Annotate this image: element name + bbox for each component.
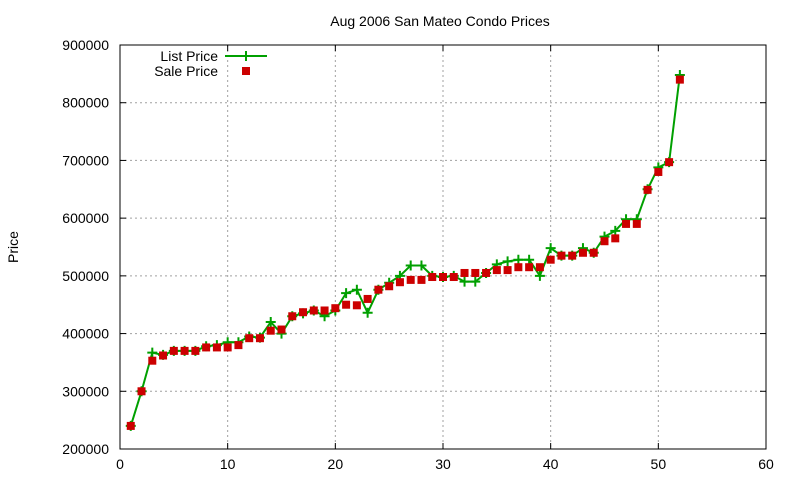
list-price-point (545, 243, 556, 254)
sale-price-point (503, 266, 512, 275)
x-tick-label: 10 (220, 456, 236, 472)
list-price-point (470, 276, 481, 287)
series-sale-price (126, 75, 684, 430)
y-tick-label: 400000 (62, 326, 109, 342)
list-price-point (351, 284, 362, 295)
list-price-point (341, 288, 352, 299)
sale-price-point (589, 248, 598, 257)
sale-price-point (288, 312, 297, 321)
sale-price-point (675, 75, 684, 84)
sale-price-point (439, 273, 447, 282)
sale-price-point (363, 294, 372, 303)
list-price-point (610, 225, 621, 236)
y-tick-label: 500000 (62, 268, 109, 284)
x-tick-label: 50 (651, 456, 667, 472)
legend: List Price Sale Price (154, 48, 267, 79)
sale-price-point (492, 266, 501, 275)
legend-marker-list-price (241, 51, 251, 61)
sale-price-point (578, 248, 587, 257)
sale-price-point (352, 301, 361, 310)
sale-price-point (654, 167, 663, 176)
list-price-point (405, 260, 416, 271)
sale-price-point (395, 278, 404, 287)
sale-price-point (525, 263, 534, 272)
sale-price-point (535, 263, 544, 272)
list-price-point (502, 256, 513, 267)
legend-marker-sale-price (242, 67, 250, 75)
x-tick-labels: 0 10 20 30 40 50 60 (116, 456, 774, 472)
sale-price-point (223, 343, 232, 352)
sale-price-point (622, 219, 631, 228)
sale-price-point (568, 251, 577, 260)
legend-label-list-price: List Price (160, 48, 218, 64)
sale-price-point (191, 346, 200, 355)
sale-price-point (460, 268, 469, 277)
sale-price-point (643, 185, 652, 194)
list-price-point (459, 276, 470, 287)
sale-price-point (245, 334, 254, 343)
sale-price-point (406, 275, 415, 284)
sale-price-point (277, 325, 286, 334)
sale-price-point (299, 308, 308, 317)
sale-price-point (482, 268, 491, 277)
y-tick-label: 900000 (62, 37, 109, 53)
y-tick-label: 600000 (62, 210, 109, 226)
sale-price-point (514, 263, 523, 272)
list-price-line (129, 74, 681, 427)
sale-price-point (137, 387, 146, 396)
sale-price-point (234, 341, 243, 350)
sale-price-point (374, 285, 383, 294)
list-price-point (416, 260, 427, 271)
sale-price-point (546, 255, 555, 264)
y-axis-label: Price (5, 231, 21, 263)
grid-lines (120, 45, 766, 449)
x-tick-label: 20 (328, 456, 344, 472)
sale-price-point (557, 251, 566, 260)
y-tick-labels: 200000 300000 400000 500000 600000 700000 8000… (62, 37, 109, 457)
sale-price-point (159, 351, 168, 360)
sale-price-point (309, 306, 318, 315)
y-tick-label: 300000 (62, 383, 109, 399)
y-tick-label: 200000 (62, 441, 109, 457)
sale-price-point (266, 326, 275, 335)
sale-price-point (600, 237, 609, 246)
sale-price-point (471, 268, 480, 277)
y-tick-label: 700000 (62, 152, 109, 168)
list-price-point (524, 254, 535, 265)
sale-price-point (202, 343, 211, 352)
sale-price-point (148, 356, 157, 365)
list-price-point (534, 270, 545, 281)
sale-price-point (665, 158, 674, 167)
sale-price-point (320, 306, 329, 315)
sale-price-point (126, 421, 135, 430)
list-price-point (265, 317, 276, 328)
sale-price-point (342, 300, 351, 309)
sale-price-point (385, 282, 394, 291)
sale-price-point (449, 273, 458, 282)
sale-price-point (611, 234, 620, 243)
x-tick-label: 30 (435, 456, 451, 472)
series-list-price (125, 70, 685, 431)
list-price-point (513, 254, 524, 265)
list-price-point (147, 347, 158, 358)
list-price-point (362, 307, 373, 318)
chart-title: Aug 2006 San Mateo Condo Prices (330, 13, 549, 29)
sale-price-point (417, 275, 426, 284)
x-tick-label: 40 (543, 456, 559, 472)
axis-ticks (119, 44, 767, 450)
sale-price-point (428, 273, 437, 282)
sale-price-point (169, 346, 178, 355)
sale-price-point (212, 343, 221, 352)
legend-label-sale-price: Sale Price (154, 63, 218, 79)
sale-price-point (180, 346, 189, 355)
y-tick-label: 800000 (62, 95, 109, 111)
sale-price-point (632, 219, 641, 228)
sale-price-point (331, 304, 340, 313)
sale-price-point (255, 334, 264, 343)
x-tick-label: 60 (758, 456, 774, 472)
x-tick-label: 0 (116, 456, 124, 472)
